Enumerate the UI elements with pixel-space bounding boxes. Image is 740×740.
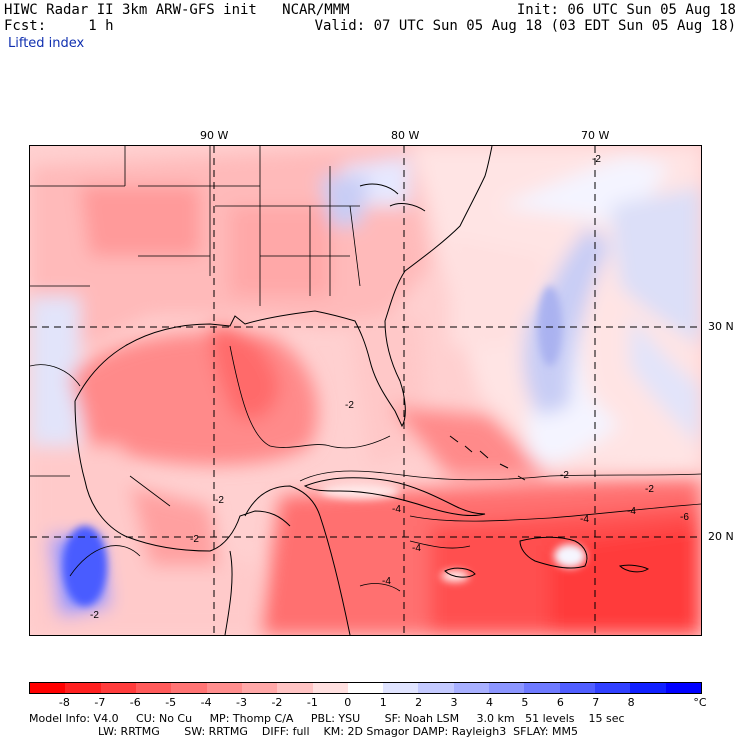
colorbar-swatch <box>453 683 490 693</box>
colorbar-swatch <box>206 683 242 693</box>
colorbar-tick-label: -8 <box>58 696 70 709</box>
colorbar-swatch <box>347 683 384 693</box>
map-canvas: -2 -2 -2 -2 -2 -4 -4 -4 -4 -4 -6 -2 -2 <box>30 146 701 635</box>
colorbar-tick-label: -6 <box>129 696 141 709</box>
colorbar-swatch <box>65 683 101 693</box>
field-detail <box>63 286 586 606</box>
colorbar-swatch <box>312 683 348 693</box>
contour-label: -2 <box>592 154 601 165</box>
colorbar-swatch <box>630 683 666 693</box>
footer-model-info: Model Info: V4.0 CU: No Cu MP: Thomp C/A… <box>29 712 625 725</box>
colorbar-swatch <box>171 683 207 693</box>
header-init: Init: 06 UTC Sun 05 Aug 18 <box>516 2 736 18</box>
colorbar-tick-label: -7 <box>94 696 106 709</box>
colorbar-tick-label: 0 <box>344 696 352 709</box>
lon-label-80w: 80 W <box>391 129 420 142</box>
colorbar-swatch <box>665 683 701 693</box>
coastlines <box>30 146 650 635</box>
lat-label-30n: 30 N <box>708 320 734 333</box>
contour-label: -6 <box>680 512 689 523</box>
contour-label: -4 <box>382 576 391 587</box>
colorbar-tick-label: -4 <box>200 696 212 709</box>
contour-label: -4 <box>580 514 589 525</box>
lifted-index-map: -2 -2 -2 -2 -2 -4 -4 -4 -4 -4 -6 -2 -2 <box>29 145 702 636</box>
colorbar-tick-label: -1 <box>306 696 318 709</box>
contour-label: -4 <box>412 543 421 554</box>
header-title: HIWC Radar II 3km ARW-GFS init NCAR/MMM <box>4 2 350 18</box>
contour-label: -4 <box>627 506 636 517</box>
colorbar-swatch <box>383 683 419 693</box>
colorbar-tick-label: -3 <box>236 696 247 709</box>
colorbar-unit: °C <box>693 696 707 709</box>
header-forecast: Fcst: 1 h <box>4 18 114 34</box>
graticule <box>30 146 701 635</box>
colorbar-swatch <box>277 683 313 693</box>
colorbar-tick-label: -5 <box>165 696 177 709</box>
colorbar-swatch <box>30 683 66 693</box>
colorbar-swatch <box>100 683 136 693</box>
field-shading <box>30 146 701 635</box>
field-name: Lifted index <box>8 36 85 51</box>
colorbar-swatch <box>241 683 278 693</box>
contour-label: -2 <box>215 495 224 506</box>
colorbar-swatch <box>489 683 525 693</box>
colorbar-tick-label: 2 <box>415 696 423 709</box>
contours <box>69 345 701 592</box>
colorbar-tick-label: 1 <box>379 696 387 709</box>
colorbar-swatch <box>135 683 172 693</box>
header-valid: Valid: 07 UTC Sun 05 Aug 18 (03 EDT Sun … <box>314 18 736 34</box>
colorbar-swatch <box>524 683 560 693</box>
contour-label: -4 <box>392 504 401 515</box>
colorbar <box>29 682 702 694</box>
contour-label: -2 <box>90 610 99 621</box>
colorbar-swatch <box>595 683 631 693</box>
colorbar-tick-label: -2 <box>271 696 283 709</box>
colorbar-tick-label: 8 <box>627 696 635 709</box>
contour-label: -2 <box>345 400 354 411</box>
colorbar-tick-label: 4 <box>485 696 493 709</box>
contour-label: -2 <box>645 484 654 495</box>
lon-label-90w: 90 W <box>200 129 229 142</box>
colorbar-tick-label: 6 <box>556 696 564 709</box>
lat-label-20n: 20 N <box>708 530 734 543</box>
colorbar-tick-label: 5 <box>521 696 529 709</box>
colorbar-tick-label: 3 <box>450 696 458 709</box>
contour-label: -2 <box>190 534 199 545</box>
contour-label: -2 <box>560 470 569 481</box>
lon-label-70w: 70 W <box>581 129 610 142</box>
footer-physics: LW: RRTMG SW: RRTMG DIFF: full KM: 2D Sm… <box>98 725 578 738</box>
colorbar-swatch <box>418 683 454 693</box>
colorbar-swatch <box>559 683 595 693</box>
contour-labels: -2 -2 -2 -2 -2 -4 -4 -4 -4 -4 -6 -2 -2 <box>90 154 689 621</box>
colorbar-tick-label: 7 <box>592 696 600 709</box>
